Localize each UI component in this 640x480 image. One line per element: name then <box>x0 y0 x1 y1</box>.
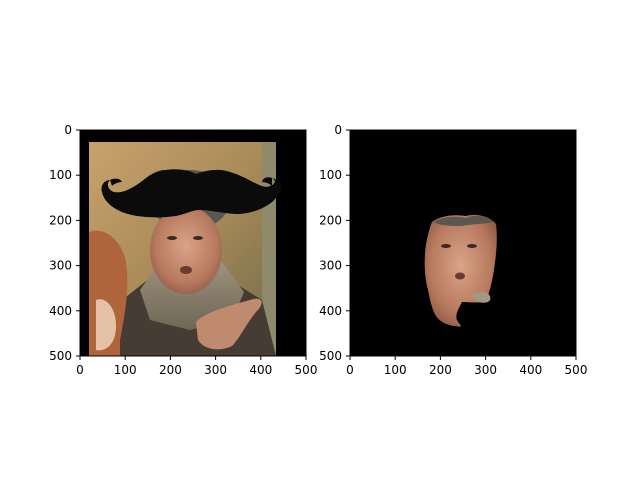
left-y-tick-label: 300 <box>49 259 72 273</box>
left-x-tick-label: 0 <box>76 363 84 377</box>
left-axes-frame <box>79 129 307 357</box>
right-x-axis: 0 100 200 300 400 500 <box>346 356 587 377</box>
right-y-axis: 0 100 200 300 400 500 <box>319 123 350 363</box>
left-panel: 0 100 200 300 400 500 0 100 200 300 400 … <box>49 123 317 377</box>
right-x-tick-label: 100 <box>384 363 407 377</box>
left-y-tick-label: 100 <box>49 168 72 182</box>
right-x-tick-label: 0 <box>346 363 354 377</box>
left-x-tick-label: 400 <box>249 363 272 377</box>
left-x-tick-label: 500 <box>295 363 318 377</box>
right-y-tick-label: 100 <box>319 168 342 182</box>
right-y-tick-label: 200 <box>319 213 342 227</box>
right-x-tick-label: 400 <box>519 363 542 377</box>
right-y-tick-label: 300 <box>319 259 342 273</box>
left-image <box>80 130 306 356</box>
left-x-tick-label: 300 <box>204 363 227 377</box>
right-x-tick-label: 200 <box>429 363 452 377</box>
left-y-tick-label: 200 <box>49 213 72 227</box>
right-panel: 0 100 200 300 400 500 0 100 200 300 400 … <box>319 123 587 377</box>
left-y-tick-label: 400 <box>49 304 72 318</box>
right-x-tick-label: 300 <box>474 363 497 377</box>
right-axes-frame <box>349 129 577 357</box>
right-x-tick-label: 500 <box>565 363 588 377</box>
left-x-tick-label: 100 <box>114 363 137 377</box>
left-x-axis: 0 100 200 300 400 500 <box>76 356 317 377</box>
left-y-tick-label: 500 <box>49 349 72 363</box>
left-x-tick-label: 200 <box>159 363 182 377</box>
right-image <box>350 130 576 356</box>
left-y-axis: 0 100 200 300 400 500 <box>49 123 80 363</box>
left-y-tick-label: 0 <box>64 123 72 137</box>
right-y-tick-label: 0 <box>334 123 342 137</box>
mustache-shape <box>101 169 281 218</box>
right-y-tick-label: 500 <box>319 349 342 363</box>
right-y-tick-label: 400 <box>319 304 342 318</box>
